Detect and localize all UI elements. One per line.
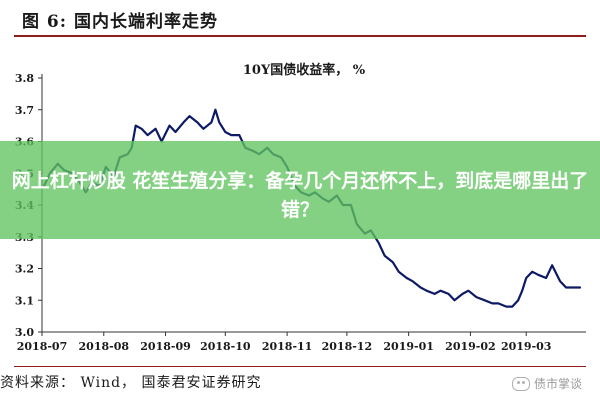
y-tick-label: 3.7 — [15, 104, 34, 117]
x-tick-label: 2019-01 — [383, 340, 434, 353]
x-tick-label: 2018-12 — [322, 340, 373, 353]
x-tick-label: 2018-07 — [17, 340, 68, 353]
x-tick-label: 2018-11 — [262, 340, 313, 353]
watermark-text: 债市掌谈 — [533, 377, 582, 391]
watermark: 债市掌谈 — [511, 375, 582, 392]
headline-overlay-text[interactable]: 网上杠杆炒股 花笙生殖分享：备孕几个月还怀不上，到底是哪里出了错？ — [11, 170, 589, 221]
y-tick-label: 3.1 — [15, 294, 34, 307]
x-tick-label: 2019-02 — [445, 340, 496, 353]
header-rule — [14, 35, 586, 37]
headline-overlay-banner[interactable]: 网上杠杆炒股 花笙生殖分享：备孕几个月还怀不上，到底是哪里出了错？ — [0, 141, 600, 239]
x-tick-label: 2018-10 — [200, 340, 251, 353]
x-tick-label: 2018-08 — [79, 340, 130, 353]
x-tick-label: 2018-09 — [140, 340, 191, 353]
figure-header: 图 6: 国内长端利率走势 — [0, 0, 600, 38]
y-tick-label: 3.2 — [15, 263, 34, 276]
footer-rule — [14, 366, 586, 367]
chart-title: 10Y国债收益率， % — [243, 62, 366, 78]
figure-title: 图 6: 国内长端利率走势 — [22, 12, 218, 32]
x-tick-label: 2019-03 — [501, 340, 552, 353]
y-tick-label: 3.0 — [15, 326, 34, 339]
wechat-icon — [511, 376, 530, 391]
source-note: 资料来源： Wind， 国泰君安证券研究 — [0, 375, 262, 391]
y-tick-label: 3.8 — [15, 72, 34, 85]
